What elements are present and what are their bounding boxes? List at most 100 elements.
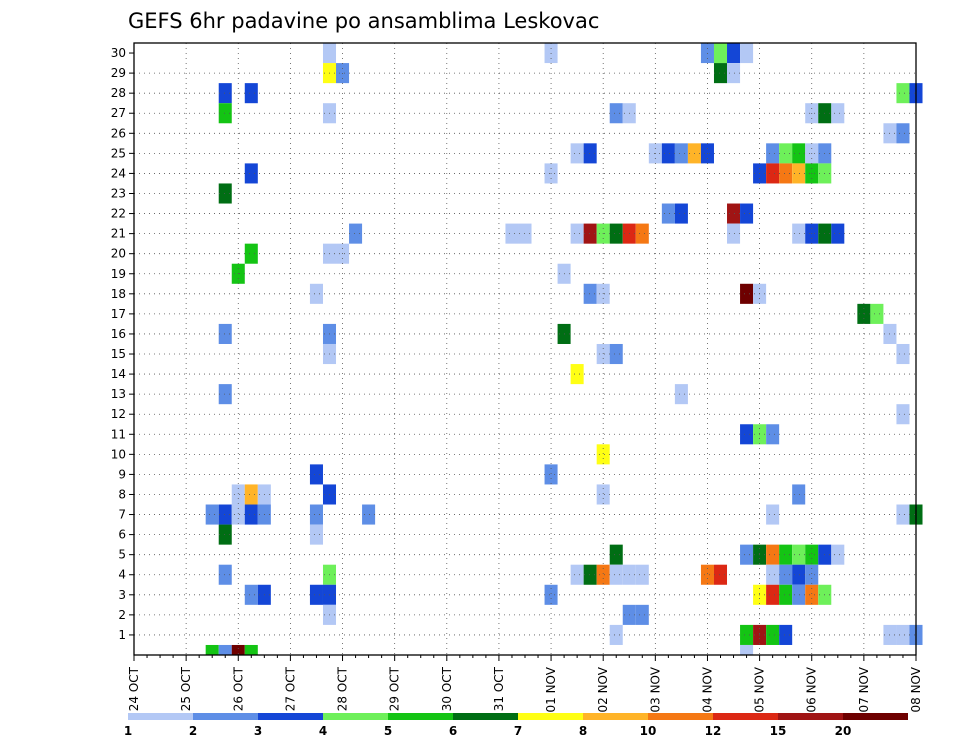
y-tick-label: 12 [111, 407, 126, 421]
precip-cell-m22-s41 [661, 203, 675, 224]
precip-cell-m24-s51 [792, 163, 806, 184]
precip-cell-m4-s36 [596, 564, 610, 585]
precip-cell-m20-s9 [244, 243, 258, 264]
colorbar-label: 10 [640, 724, 657, 738]
precip-cell-m13-s42 [674, 384, 688, 405]
x-tick-label: 01 NOV [544, 666, 558, 712]
precip-cell-m11-s47 [740, 424, 754, 445]
precip-cell-m18-s35 [583, 283, 597, 304]
colorbar-label: 3 [254, 724, 262, 738]
grid-lines [134, 43, 916, 655]
precip-cell-m3-s14 [309, 584, 323, 605]
x-tick-label: 25 OCT [179, 666, 193, 711]
colorbar-label: 12 [705, 724, 722, 738]
precip-cell-m0-s8 [231, 644, 245, 655]
colorbar-label: 1 [124, 724, 132, 738]
precip-cell-m29-s45 [713, 63, 728, 84]
precip-cell-m3-s52 [805, 584, 819, 605]
x-tick-label: 04 NOV [700, 666, 714, 712]
precip-cell-m7-s7 [218, 504, 232, 525]
precip-cell-m4-s52 [805, 564, 819, 585]
precip-cell-m1-s49 [766, 624, 780, 645]
y-tick-label: 17 [111, 307, 126, 321]
precip-cell-m3-s51 [792, 584, 806, 605]
y-tick-label: 14 [111, 367, 126, 381]
precip-cell-m4-s49 [766, 564, 780, 585]
precip-cell-m4-s50 [779, 564, 793, 585]
precip-cell-m25-s41 [661, 143, 675, 164]
precip-cell-m18-s14 [309, 283, 323, 304]
chart-title: GEFS 6hr padavine po ansamblima Leskovac [128, 9, 599, 33]
y-tick-label: 20 [111, 247, 126, 261]
precip-cell-m1-s47 [740, 624, 754, 645]
precip-cell-m22-s42 [674, 203, 688, 224]
y-tick-label: 7 [118, 508, 126, 522]
precip-cell-m7-s59 [896, 504, 910, 525]
precip-cell-m21-s35 [583, 223, 597, 244]
x-tick-label: 02 NOV [596, 666, 610, 712]
precip-cell-m28-s59 [896, 83, 910, 104]
precip-cell-m7-s14 [309, 504, 323, 525]
precip-cell-m0-s47 [740, 644, 754, 655]
precip-cell-m11-s49 [766, 424, 780, 445]
y-tick-label: 25 [111, 146, 126, 160]
precip-cell-m3-s50 [779, 584, 793, 605]
precip-cell-m21-s34 [570, 223, 584, 244]
y-tick-label: 8 [118, 487, 126, 501]
precip-cell-m25-s42 [674, 143, 688, 164]
colorbar-swatch [453, 713, 518, 720]
x-tick-label: 29 OCT [388, 666, 402, 711]
precip-cell-m7-s6 [205, 504, 219, 525]
precip-cell-m21-s51 [792, 223, 806, 244]
y-tick-label: 4 [118, 568, 126, 582]
colorbar-swatch [388, 713, 453, 720]
precip-cell-m4-s35 [583, 564, 597, 585]
colorbar-label: 6 [449, 724, 457, 738]
colorbar-label: 2 [189, 724, 197, 738]
precip-cell-m4-s37 [609, 564, 623, 585]
y-tick-label: 3 [118, 588, 126, 602]
precip-cell-m25-s50 [779, 143, 793, 164]
precip-cell-m4-s39 [635, 564, 649, 585]
colorbar-swatch [128, 713, 193, 720]
x-tick-label: 07 NOV [857, 666, 871, 712]
precipitation-cells [205, 43, 923, 655]
colorbar-swatch [518, 713, 583, 720]
x-tick-label: 30 OCT [440, 666, 454, 711]
y-tick-label: 23 [111, 186, 126, 200]
precip-cell-m27-s54 [831, 103, 845, 124]
colorbar-swatch [323, 713, 388, 720]
precip-cell-m30-s47 [740, 43, 754, 64]
y-tick-label: 28 [111, 86, 126, 100]
colorbar-label: 8 [579, 724, 587, 738]
y-tick-label: 22 [111, 207, 126, 221]
precip-cell-m10-s36 [596, 444, 610, 465]
x-tick-label: 05 NOV [753, 666, 767, 712]
y-tick-label: 5 [118, 548, 126, 562]
y-tick-label: 10 [111, 447, 126, 461]
precip-cell-m18-s47 [740, 283, 754, 304]
y-tick-label: 9 [118, 467, 126, 481]
y-tick-label: 16 [111, 327, 126, 341]
precip-cell-m14-s34 [570, 364, 584, 385]
x-tick-label: 08 NOV [909, 666, 923, 712]
precip-cell-m8-s51 [792, 484, 806, 505]
y-tick-label: 26 [111, 126, 126, 140]
x-tick-label: 28 OCT [336, 666, 350, 711]
precip-cell-m2-s39 [635, 604, 649, 625]
precip-cell-m6-s7 [218, 524, 232, 545]
precip-cell-m30-s46 [727, 43, 741, 64]
precip-cell-m28-s7 [218, 83, 232, 104]
precip-cell-m30-s45 [713, 43, 728, 64]
colorbar-label: 15 [770, 724, 787, 738]
precip-cell-m1-s37 [609, 624, 623, 645]
precip-cell-m24-s9 [244, 163, 258, 184]
precip-cell-m4-s44 [700, 564, 714, 585]
y-tick-label: 2 [118, 608, 126, 622]
precip-cell-m7-s18 [362, 504, 376, 525]
precip-cell-m27-s37 [609, 103, 623, 124]
colorbar-swatch [648, 713, 713, 720]
x-tick-label: 03 NOV [648, 666, 662, 712]
precip-cell-m26-s59 [896, 123, 910, 144]
y-tick-label: 15 [111, 347, 126, 361]
